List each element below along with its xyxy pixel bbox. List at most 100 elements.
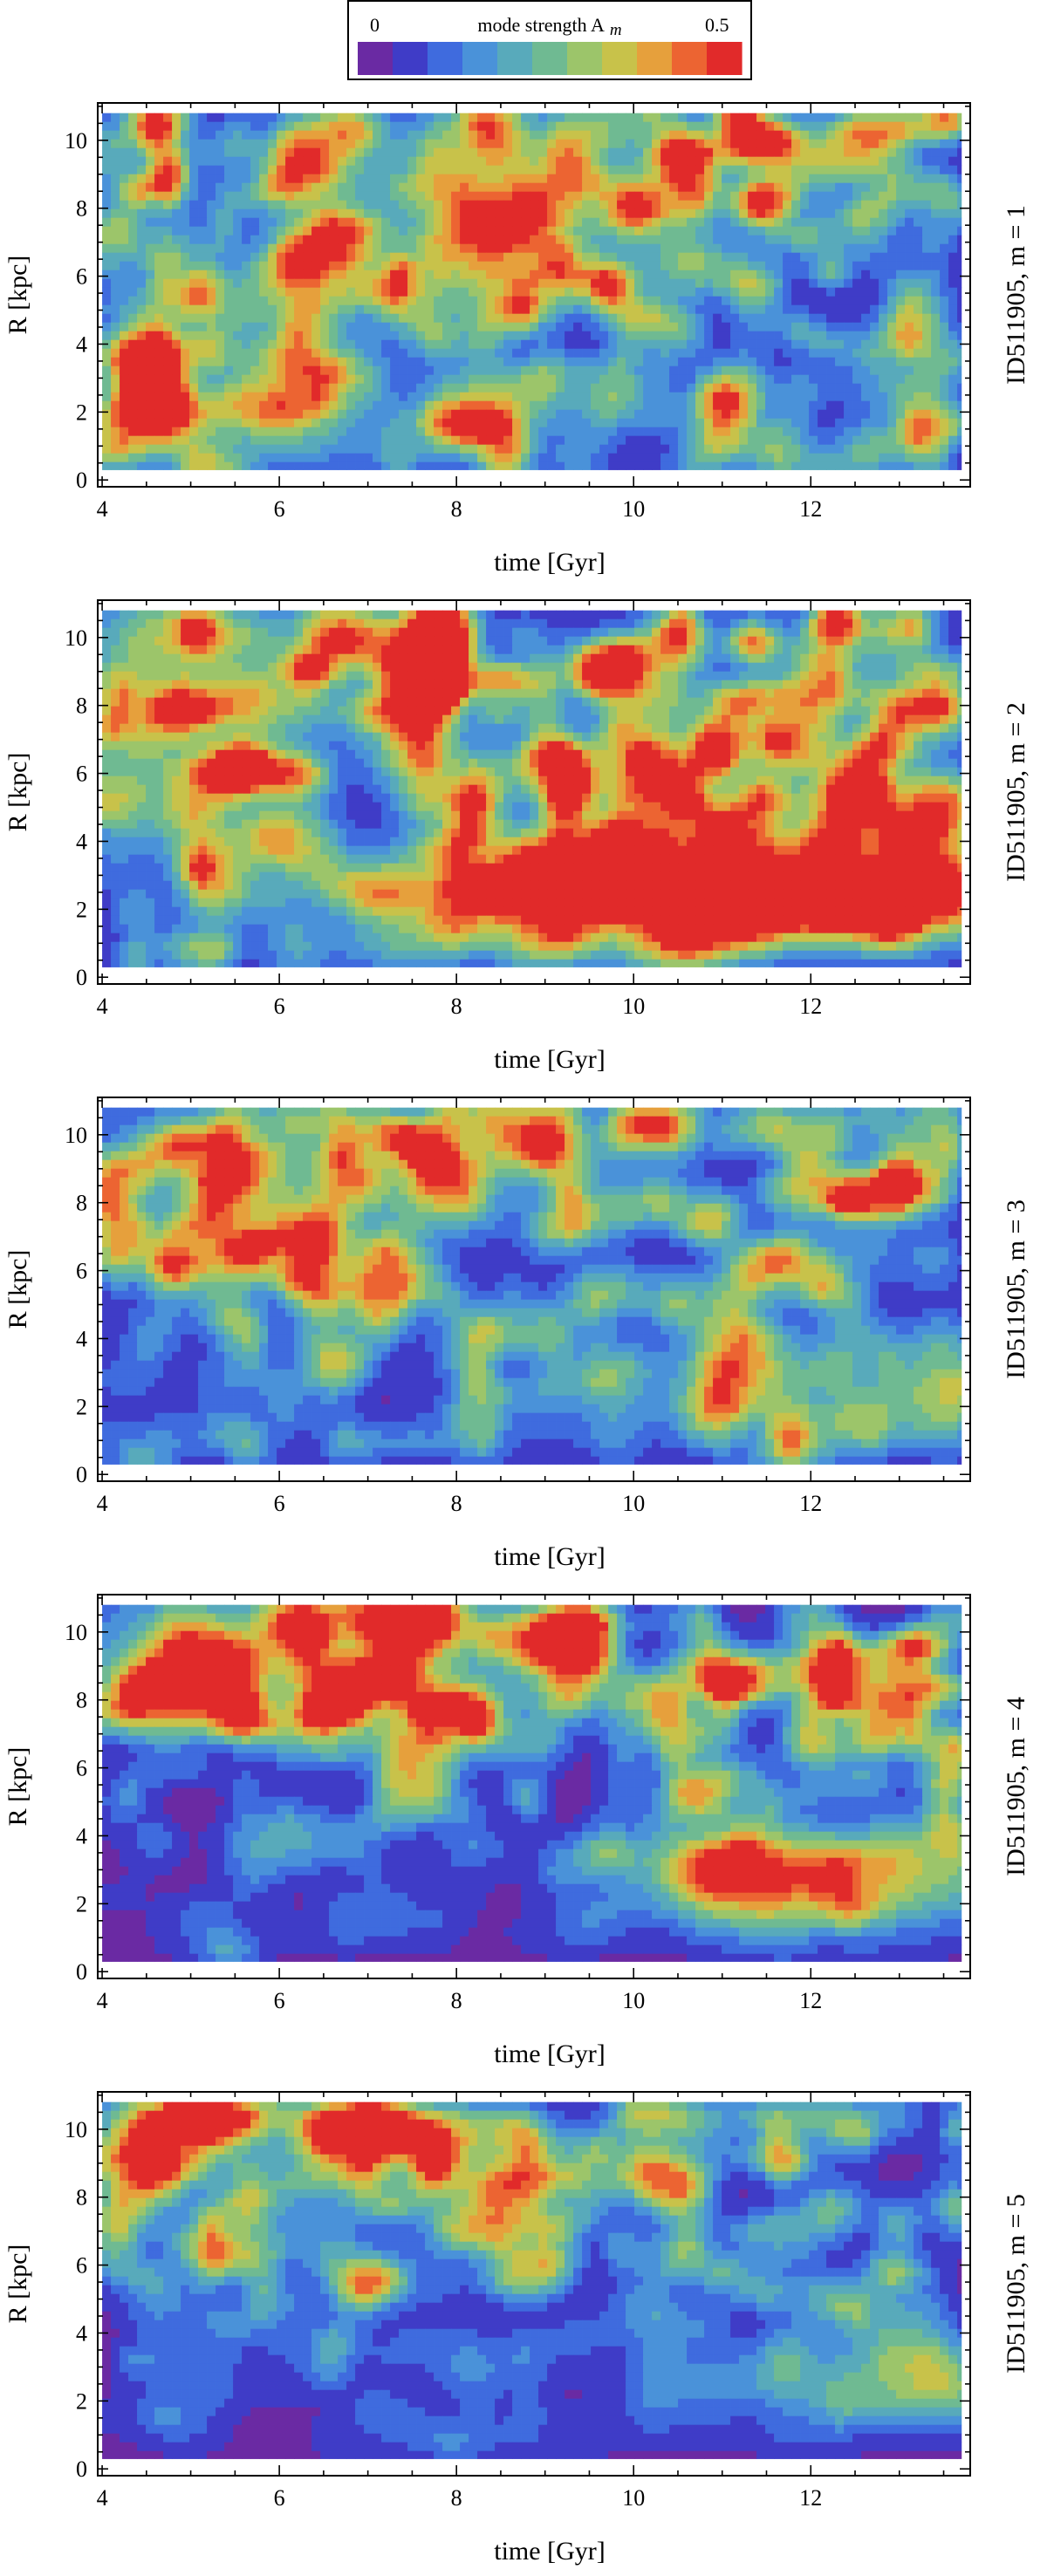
heatmap-cell [678, 217, 688, 228]
heatmap-cell [748, 374, 757, 385]
heatmap-cell [791, 252, 801, 263]
heatmap-cell [922, 357, 932, 367]
heatmap-cell [207, 304, 216, 315]
heatmap-cell [154, 113, 164, 123]
heatmap-cell [198, 645, 208, 655]
heatmap-cell [704, 261, 714, 271]
heatmap-cell [852, 662, 862, 673]
heatmap-cell [791, 366, 801, 376]
heatmap-cell [364, 331, 373, 341]
heatmap-cell [277, 130, 286, 140]
heatmap-cell [948, 671, 958, 681]
heatmap-cell [687, 113, 696, 123]
heatmap-cell [346, 339, 356, 350]
heatmap-cell [154, 147, 164, 158]
heatmap-cell [311, 444, 321, 454]
heatmap-cell [407, 191, 417, 202]
heatmap-cell [207, 235, 216, 245]
heatmap-cell [189, 392, 199, 402]
heatmap-cell [460, 662, 469, 673]
heatmap-cell [224, 392, 234, 402]
heatmap-cell [660, 261, 670, 271]
heatmap-cell [512, 147, 522, 158]
heatmap-cell [652, 121, 661, 132]
heatmap-cell [835, 409, 845, 420]
heatmap-cell [791, 409, 801, 420]
heatmap-cell [896, 645, 906, 655]
heatmap-cell [120, 165, 129, 175]
heatmap-cell [120, 618, 129, 629]
heatmap-cell [250, 348, 260, 359]
heatmap-cell [756, 348, 766, 359]
heatmap-cell [268, 243, 277, 254]
heatmap-cell [695, 671, 705, 681]
heatmap-cell [442, 627, 452, 638]
heatmap-cell [756, 357, 766, 367]
heatmap-cell [634, 130, 644, 140]
heatmap-cell [128, 610, 138, 620]
heatmap-cell [791, 235, 801, 245]
heatmap-cell [512, 252, 522, 263]
heatmap-cell [591, 453, 600, 463]
heatmap-cell [722, 435, 731, 446]
heatmap-cell [905, 645, 914, 655]
heatmap-cell [599, 610, 609, 620]
heatmap-cell [277, 182, 286, 193]
heatmap-cell [512, 278, 522, 289]
heatmap-cell [416, 278, 426, 289]
heatmap-cell [224, 366, 234, 376]
heatmap-cell [172, 618, 181, 629]
heatmap-cell [303, 174, 312, 184]
heatmap-cell [469, 182, 478, 193]
heatmap-cell [477, 400, 487, 411]
heatmap-cell [774, 322, 784, 332]
heatmap-cell [469, 278, 478, 289]
heatmap-cell [643, 392, 653, 402]
heatmap-cell [756, 636, 766, 646]
heatmap-cell [460, 366, 469, 376]
heatmap-cell [756, 243, 766, 254]
heatmap-cell [434, 366, 443, 376]
heatmap-cell [783, 226, 792, 236]
heatmap-cell [172, 287, 181, 297]
heatmap-cell [381, 200, 391, 210]
heatmap-cell [722, 392, 731, 402]
heatmap-cell [914, 147, 923, 158]
heatmap-cell [486, 139, 496, 149]
heatmap-cell [268, 139, 277, 149]
heatmap-cell [521, 610, 530, 620]
heatmap-cell [320, 339, 330, 350]
heatmap-cell [233, 348, 243, 359]
heatmap-cell [224, 139, 234, 149]
heatmap-cell [739, 348, 749, 359]
heatmap-cell [538, 461, 548, 470]
heatmap-cell [634, 121, 644, 132]
heatmap-cell [460, 130, 469, 140]
heatmap-cell [800, 331, 810, 341]
heatmap-cell [573, 618, 583, 629]
heatmap-cell [818, 208, 827, 219]
heatmap-cell [608, 226, 618, 236]
heatmap-cell [277, 357, 286, 367]
heatmap-cell [207, 653, 216, 664]
heatmap-cell [425, 243, 435, 254]
heatmap-cell [643, 226, 653, 236]
heatmap-cell [303, 139, 312, 149]
heatmap-cell [285, 383, 295, 393]
heatmap-cell [713, 435, 722, 446]
heatmap-cell [844, 618, 853, 629]
heatmap-cell [556, 627, 565, 638]
heatmap-cell [783, 662, 792, 673]
heatmap-cell [381, 322, 391, 332]
heatmap-cell [556, 200, 565, 210]
heatmap-cell [879, 165, 888, 175]
heatmap-cell [407, 409, 417, 420]
heatmap-cell [477, 444, 487, 454]
heatmap-cell [181, 427, 190, 437]
heatmap-cell [905, 270, 914, 280]
heatmap-cell [381, 348, 391, 359]
heatmap-cell [320, 296, 330, 306]
heatmap-cell [957, 113, 962, 123]
heatmap-cell [922, 270, 932, 280]
heatmap-cell [102, 156, 112, 167]
